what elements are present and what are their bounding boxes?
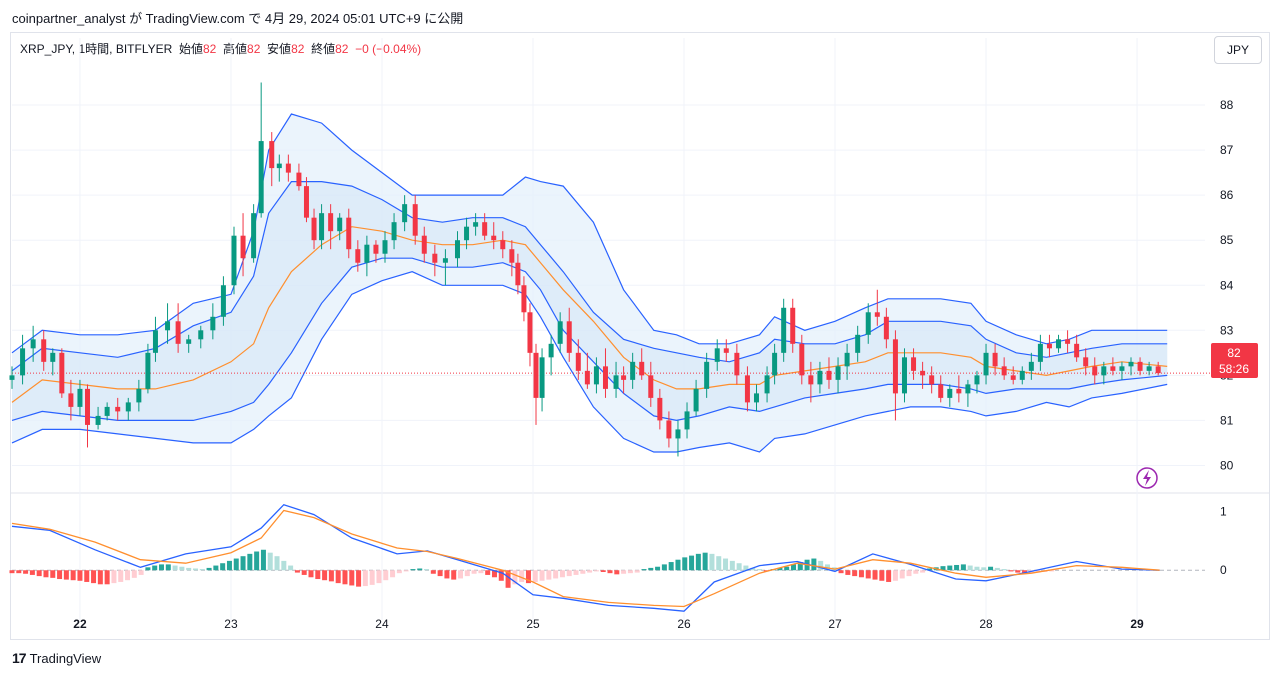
- symbol-legend: XRP_JPY, 1時間, BITFLYER 始値82 高値82 安値82 終値…: [20, 40, 421, 57]
- high-label: 高値: [223, 42, 248, 56]
- currency-button[interactable]: JPY: [1214, 36, 1262, 64]
- close-label: 終値: [311, 42, 336, 56]
- close-value: 82: [335, 42, 349, 56]
- symbol-info: XRP_JPY, 1時間, BITFLYER: [20, 42, 173, 56]
- high-value: 82: [247, 42, 261, 56]
- footer-brand[interactable]: 17 TradingView: [12, 650, 101, 666]
- tradingview-logo-icon: 17: [12, 650, 27, 666]
- change-value: −0 (−0.04%): [355, 42, 422, 56]
- footer-brand-text: TradingView: [29, 650, 102, 666]
- open-label: 始値: [178, 42, 203, 56]
- publish-header: coinpartner_analyst が TradingView.com で …: [12, 11, 464, 26]
- open-value: 82: [202, 42, 217, 56]
- low-value: 82: [291, 42, 305, 56]
- chart-frame: [10, 32, 1270, 640]
- low-label: 安値: [267, 42, 292, 56]
- lightning-icon[interactable]: [1136, 467, 1158, 489]
